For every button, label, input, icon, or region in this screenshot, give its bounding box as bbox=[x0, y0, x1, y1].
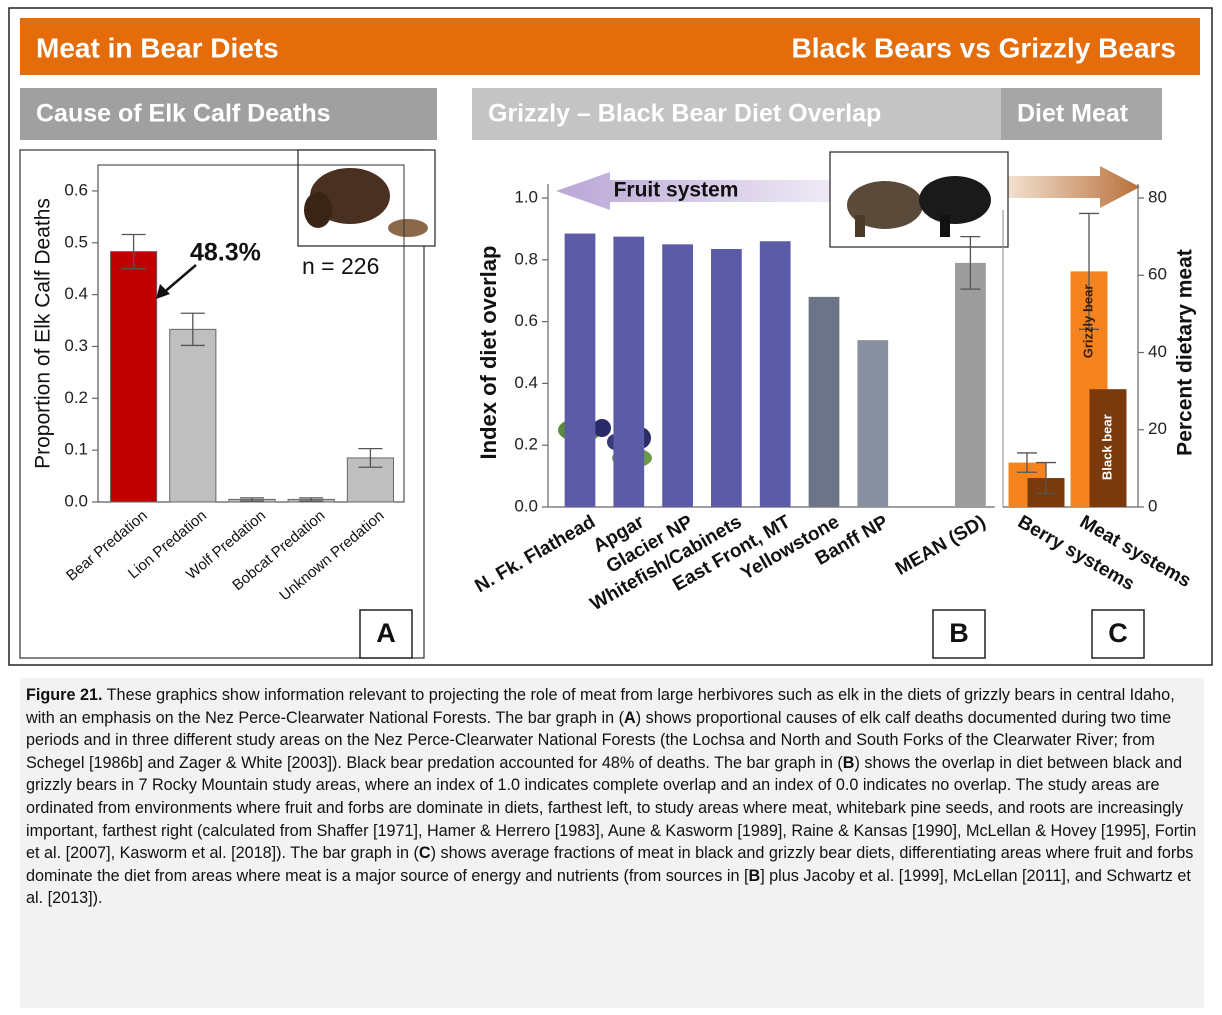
bar bbox=[955, 262, 986, 507]
series-label: Grizzly bear bbox=[1080, 285, 1095, 359]
caption-bold: Figure 21. bbox=[26, 686, 103, 704]
section-title: Grizzly – Black Bear Diet Overlap bbox=[488, 100, 881, 128]
bar bbox=[110, 251, 158, 503]
x-tick-label: Unknown Predation bbox=[276, 507, 387, 604]
panel-label-box bbox=[359, 609, 413, 659]
y-tick-label: 40 bbox=[1148, 342, 1167, 361]
y-tick-label: 1.0 bbox=[514, 187, 538, 206]
error-bar bbox=[1017, 452, 1037, 473]
caption-bold: A bbox=[624, 708, 636, 727]
panel-label-box bbox=[932, 609, 986, 659]
panel-label: C bbox=[1108, 618, 1128, 648]
bar bbox=[564, 233, 596, 507]
caption-bold: B bbox=[748, 866, 761, 885]
annotation-arrowhead bbox=[156, 284, 170, 299]
x-tick-label: N. Fk. Flathead bbox=[471, 511, 599, 597]
annotation: Fruit system bbox=[614, 179, 739, 202]
y-tick-label: 0.2 bbox=[64, 388, 88, 407]
panel-frame bbox=[19, 149, 425, 659]
bar bbox=[711, 248, 742, 508]
y-axis-label: Percent dietary meat bbox=[1174, 249, 1197, 456]
caption-bold: C bbox=[418, 844, 431, 863]
error-bar bbox=[240, 497, 264, 502]
bar bbox=[808, 296, 840, 507]
caption: Figure 21. These graphics show informati… bbox=[20, 678, 1204, 1008]
y-axis-label: Index of diet overlap bbox=[476, 246, 501, 460]
fruit-arrow bbox=[556, 172, 840, 210]
section-header bbox=[1001, 88, 1162, 140]
y-tick-label: 60 bbox=[1148, 265, 1167, 284]
panel-label: A bbox=[376, 618, 396, 648]
frame bbox=[8, 7, 1213, 666]
y-tick-label: 0.8 bbox=[514, 249, 538, 268]
y-tick-label: 0.1 bbox=[64, 440, 88, 459]
panel-label: B bbox=[949, 618, 969, 648]
bar bbox=[759, 241, 791, 507]
header-left: Meat in Bear Diets bbox=[36, 32, 279, 63]
annotation: 48.3% bbox=[190, 239, 261, 267]
error-bar bbox=[299, 497, 324, 502]
photo bbox=[829, 151, 1009, 248]
section-header bbox=[472, 88, 1001, 140]
error-bar bbox=[180, 312, 205, 347]
caption-text: ] plus Jacoby et al. [1999], McLellan [2… bbox=[26, 866, 1191, 908]
section-title: Diet Meat bbox=[1017, 100, 1129, 128]
y-tick-label: 0 bbox=[1148, 496, 1157, 515]
error-bar bbox=[121, 233, 146, 270]
section-header bbox=[20, 88, 437, 140]
caption-text: ) shows proportional causes of elk calf … bbox=[26, 708, 1172, 772]
annotation-arrow bbox=[161, 264, 197, 295]
photo bbox=[297, 149, 436, 247]
error-bar bbox=[358, 447, 383, 468]
y-tick-label: 0.4 bbox=[514, 373, 538, 392]
y-tick-label: 0.5 bbox=[64, 232, 88, 251]
error-bar bbox=[1036, 461, 1056, 495]
header-right: Black Bears vs Grizzly Bears bbox=[792, 32, 1176, 63]
bar bbox=[857, 340, 889, 507]
y-tick-label: 0.2 bbox=[514, 435, 538, 454]
figure: Meat in Bear Diets Black Bears vs Grizzl… bbox=[8, 7, 1213, 666]
caption-text: ) shows the overlap in diet between blac… bbox=[26, 753, 1197, 863]
y-tick-label: 0.0 bbox=[514, 496, 538, 515]
annotation: n = 226 bbox=[302, 253, 379, 279]
error-bar bbox=[960, 235, 981, 290]
caption-text: ) shows average fractions of meat in bla… bbox=[26, 844, 1194, 885]
meat-arrow bbox=[1006, 166, 1140, 208]
x-tick-label: MEAN (SD) bbox=[892, 511, 989, 579]
header-bar bbox=[20, 18, 1200, 75]
error-bar bbox=[1079, 212, 1099, 330]
y-tick-label: 0.4 bbox=[64, 284, 88, 303]
y-tick-label: 80 bbox=[1148, 187, 1167, 206]
panel-label-box bbox=[1091, 609, 1145, 659]
y-tick-label: 0.0 bbox=[64, 491, 88, 510]
y-tick-label: 20 bbox=[1148, 419, 1167, 438]
bar bbox=[1089, 389, 1127, 507]
section-title: Cause of Elk Calf Deaths bbox=[36, 100, 331, 128]
bar bbox=[169, 328, 217, 503]
y-axis-label: Proportion of Elk Calf Deaths bbox=[32, 198, 55, 469]
y-tick-label: 0.3 bbox=[64, 336, 88, 355]
caption-text: These graphics show information relevant… bbox=[26, 686, 1175, 727]
caption-bold: B bbox=[842, 753, 855, 772]
series-label: Black bear bbox=[1099, 414, 1114, 480]
bar bbox=[613, 236, 645, 507]
y-tick-label: 0.6 bbox=[514, 311, 538, 330]
bar bbox=[662, 244, 693, 507]
y-tick-label: 0.6 bbox=[64, 180, 88, 199]
